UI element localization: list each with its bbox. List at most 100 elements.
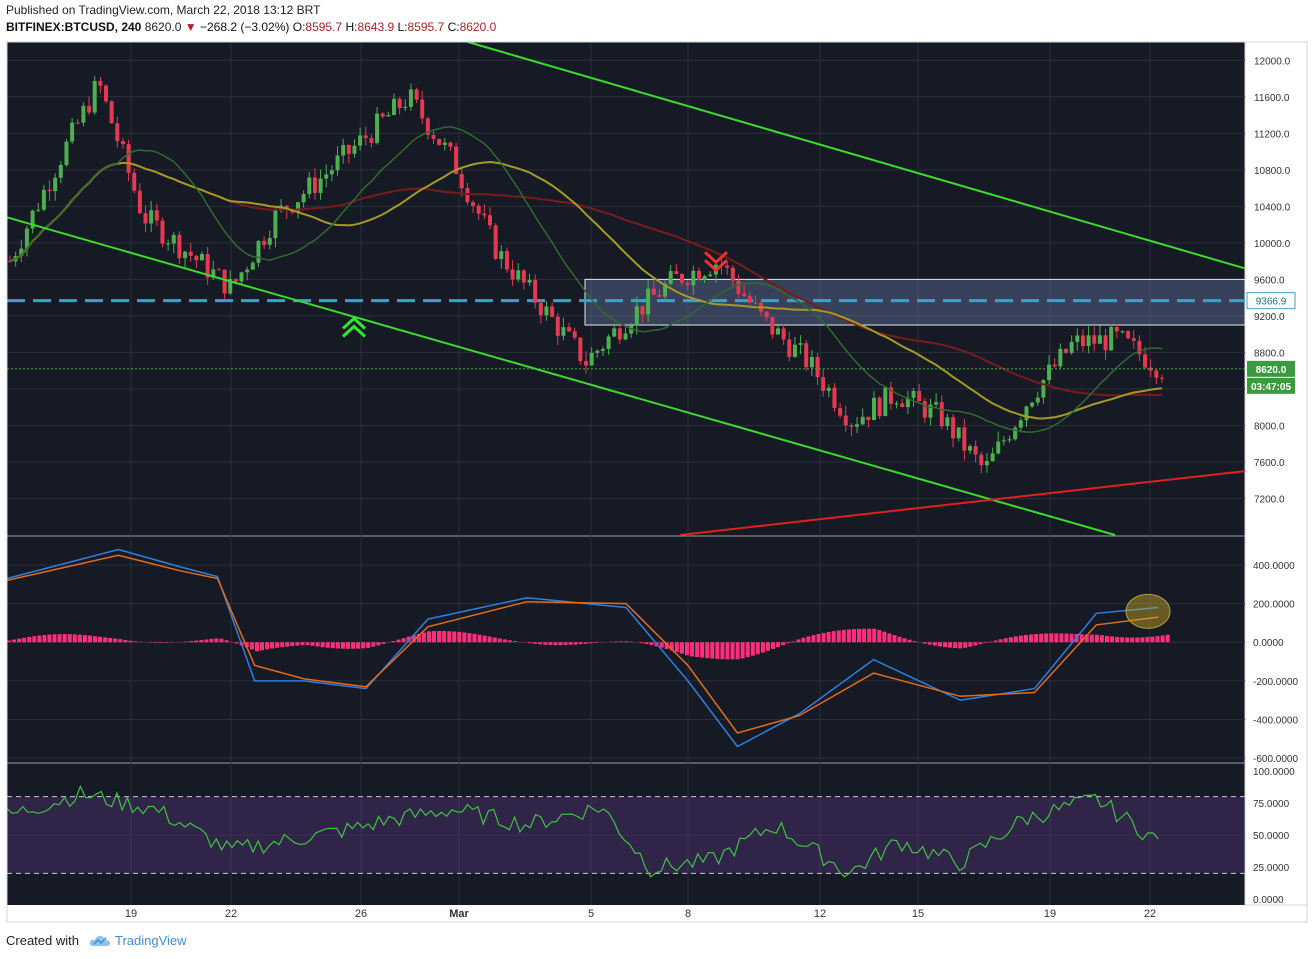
candle-body [589,352,594,366]
macd-histogram-bar [1029,634,1034,643]
candle-body [200,254,204,261]
macd-histogram-bar [1155,636,1160,643]
macd-histogram-bar [1059,633,1064,643]
candle-body [668,271,673,284]
macd-histogram-bar [1160,635,1165,643]
macd-histogram-bar [1008,637,1013,643]
macd-histogram-bar [897,636,902,643]
price-tag-box [1247,360,1295,377]
candle-body [567,327,572,332]
high-value: 8643.9 [357,20,395,34]
resistance-zone [584,278,1246,326]
macd-histogram-bar [401,638,406,643]
macd-histogram-bar [983,642,988,643]
macd-histogram-bar [968,642,973,647]
candle-body [815,356,820,378]
candle-body [8,261,12,263]
footer: Created with TradingView [6,933,187,948]
x-axis-label: 5 [588,908,594,920]
macd-histogram-bar [300,642,305,646]
candle-body [685,282,690,286]
macd-histogram-bar [507,640,512,643]
x-axis-label: 22 [225,908,237,920]
candle-body [109,101,114,124]
macd-histogram-bar [851,629,856,643]
macd-histogram-bar [1064,633,1069,643]
macd-histogram-bar [816,633,821,643]
candle-body [386,115,391,117]
macd-histogram-bar [538,642,543,645]
price-tick-label: 11600.0 [1254,93,1290,104]
candle-body [352,145,357,154]
macd-histogram-bar [158,642,163,643]
macd-histogram-bar [877,629,882,643]
candle-body [1047,364,1052,381]
candle-body [58,165,63,178]
symbol-label: BITFINEX:BTCUSD, 240 [6,20,142,34]
candle-body [866,416,871,421]
macd-histogram-bar [325,642,330,648]
macd-histogram-bar [988,641,993,643]
macd-histogram-bar [52,634,57,643]
tradingview-brand: TradingView [114,933,187,948]
macd-histogram-bar [963,642,968,648]
macd-histogram-bar [437,630,442,643]
candle-body [346,145,351,154]
macd-histogram-bar [371,642,376,647]
resistance-tag-label: 9366.9 [1256,297,1287,308]
candle-body [233,278,238,282]
macd-histogram-bar [867,628,872,643]
macd-histogram-bar [543,642,548,645]
sell-arrow-icon [703,251,729,273]
candle-body [36,209,41,211]
change-value: −268.2 (−3.02%) [199,20,290,34]
macd-histogram-bar [1104,635,1109,643]
macd-histogram-bar [1150,636,1155,643]
candle-body [301,194,306,203]
macd-histogram-bar [1099,635,1104,643]
macd-histogram-bar [862,628,867,643]
candle-body [753,302,758,304]
buy-arrow-icon [341,316,367,338]
candle-body [341,145,346,156]
macd-histogram-bar [442,630,447,643]
candle-body [267,238,272,245]
macd-histogram-bar [254,642,259,652]
candle-body [431,134,436,139]
tradingview-link[interactable]: TradingView [85,933,187,948]
candle-body [414,89,419,100]
macd-histogram-bar [644,642,649,645]
macd-histogram-bar [265,642,270,650]
macd-histogram-bar [77,634,82,643]
macd-histogram-bar [12,639,17,643]
candle-body [736,280,741,294]
macd-histogram-bar [841,629,846,643]
macd-histogram-bar [184,641,189,643]
macd-histogram-bar [1013,636,1018,643]
candle-body [691,270,696,286]
macd-histogram-bar [927,642,932,645]
macd-histogram-bar [1034,634,1039,643]
macd-histogram-bar [953,642,958,649]
macd-histogram-bar [381,642,386,644]
macd-histogram-bar [1044,633,1049,643]
candle-body [211,269,216,278]
candle-body [53,177,58,192]
candle-body [420,99,425,119]
candle-body [358,135,363,146]
candle-body [1086,335,1091,347]
candle-body [730,267,735,281]
macd-histogram-bar [993,640,998,643]
candle-body [98,80,103,86]
candle-body [521,270,526,283]
macd-histogram-bar [457,631,462,643]
candle-body [104,85,108,102]
macd-histogram-bar [447,631,452,643]
macd-histogram-bar [259,642,264,651]
macd-histogram-bar [421,632,426,643]
candle-body [493,225,498,259]
x-axis-label: Mar [449,908,469,920]
macd-histogram-bar [943,642,948,648]
candle-body [132,172,137,191]
